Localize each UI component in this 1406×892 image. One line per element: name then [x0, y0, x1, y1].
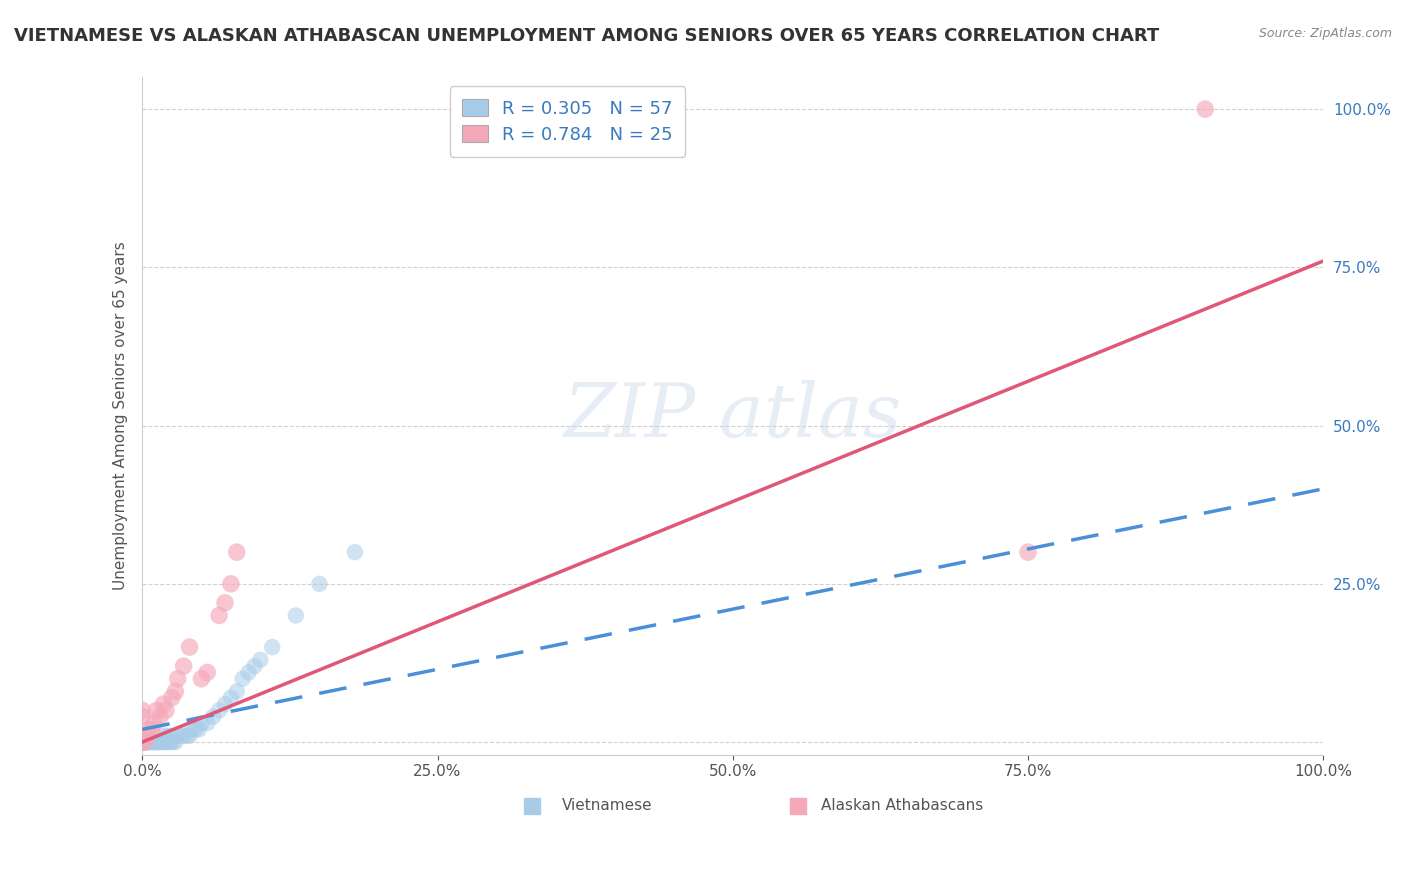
Point [149, 710, 172, 724]
Point [145, 703, 167, 717]
Point [136, 735, 159, 749]
Point [145, 735, 167, 749]
Point [134, 735, 156, 749]
Point [188, 723, 211, 737]
Point [143, 735, 166, 749]
Text: Vietnamese: Vietnamese [561, 798, 652, 813]
Point [160, 690, 183, 705]
Point [179, 640, 201, 654]
Text: VIETNAMESE VS ALASKAN ATHABASCAN UNEMPLOYMENT AMONG SENIORS OVER 65 YEARS CORREL: VIETNAMESE VS ALASKAN ATHABASCAN UNEMPLO… [14, 27, 1160, 45]
Point [136, 735, 159, 749]
Point [159, 735, 181, 749]
Point [131, 735, 153, 749]
Point [225, 684, 247, 698]
Point [143, 735, 166, 749]
Point [249, 653, 271, 667]
Y-axis label: Unemployment Among Seniors over 65 years: Unemployment Among Seniors over 65 years [114, 242, 128, 591]
Point [190, 716, 212, 731]
Point [165, 684, 187, 698]
Point [131, 703, 153, 717]
Point [153, 735, 176, 749]
Point [135, 735, 157, 749]
Point [136, 735, 159, 749]
Point [208, 608, 231, 623]
Point [208, 703, 231, 717]
Point [179, 729, 201, 743]
Point [184, 723, 207, 737]
Point [143, 716, 166, 731]
Point [180, 723, 202, 737]
Point [173, 659, 195, 673]
Point [214, 596, 236, 610]
Point [155, 735, 177, 749]
Point [132, 735, 155, 749]
Point [173, 729, 195, 743]
Point [155, 703, 177, 717]
Point [135, 735, 157, 749]
Point [238, 665, 260, 680]
Point [149, 735, 172, 749]
Point [343, 545, 366, 559]
Point [243, 659, 266, 673]
Point [142, 735, 165, 749]
Point [1017, 545, 1039, 559]
Point [284, 608, 307, 623]
Point [136, 729, 159, 743]
Text: ZIP atlas: ZIP atlas [564, 380, 901, 452]
Point [202, 710, 225, 724]
Point [166, 729, 188, 743]
Point [176, 729, 198, 743]
Point [141, 735, 163, 749]
Point [195, 665, 218, 680]
Point [262, 640, 284, 654]
Point [141, 723, 163, 737]
Point [152, 729, 174, 743]
Point [1194, 102, 1216, 116]
Point [190, 672, 212, 686]
Point [150, 735, 173, 749]
Legend: R = 0.305   N = 57, R = 0.784   N = 25: R = 0.305 N = 57, R = 0.784 N = 25 [450, 87, 685, 157]
Point [195, 716, 218, 731]
Point [232, 672, 254, 686]
Point [148, 735, 170, 749]
Point [157, 735, 180, 749]
Point [308, 576, 330, 591]
Point [162, 735, 184, 749]
Point [214, 697, 236, 711]
Point [165, 735, 187, 749]
Point [160, 729, 183, 743]
Point [131, 735, 153, 749]
Point [139, 735, 162, 749]
Point [166, 672, 188, 686]
Text: Source: ZipAtlas.com: Source: ZipAtlas.com [1258, 27, 1392, 40]
Point [152, 697, 174, 711]
Point [169, 729, 191, 743]
Point [219, 690, 242, 705]
Point [146, 735, 169, 749]
Point [132, 735, 155, 749]
Point [156, 729, 179, 743]
Point [131, 735, 153, 749]
Point [219, 576, 242, 591]
Point [136, 735, 159, 749]
Point [136, 723, 159, 737]
Point [131, 710, 153, 724]
Point [134, 735, 156, 749]
Point [150, 735, 173, 749]
Text: Alaskan Athabascans: Alaskan Athabascans [821, 798, 984, 813]
Point [143, 735, 166, 749]
Point [134, 735, 156, 749]
Point [138, 735, 160, 749]
Point [225, 545, 247, 559]
